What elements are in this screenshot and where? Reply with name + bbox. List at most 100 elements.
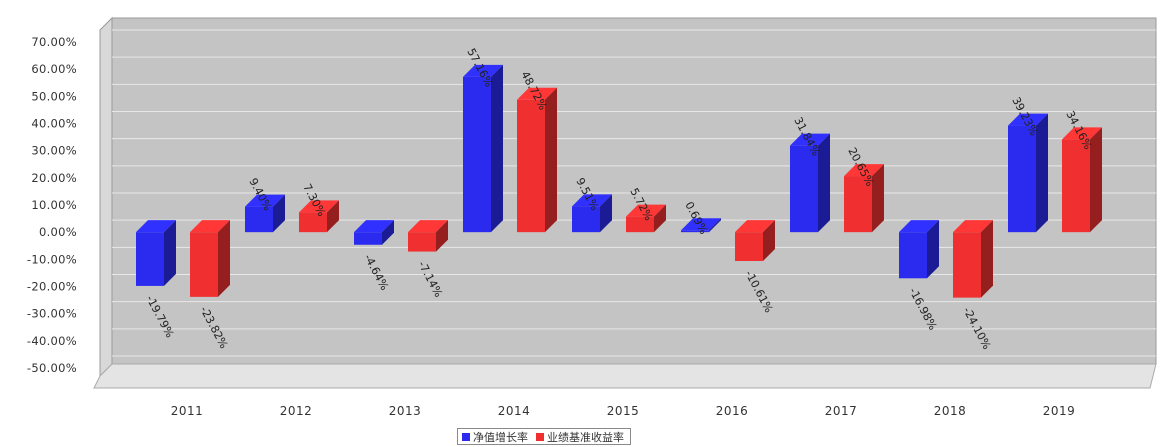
bar-side <box>382 220 394 245</box>
bar <box>626 204 666 233</box>
bar-side <box>709 218 721 233</box>
x-tick-label: 2011 <box>171 404 204 418</box>
bar-side <box>273 194 285 233</box>
bar-front <box>299 212 327 233</box>
plot-background <box>93 16 1157 389</box>
bar-top <box>626 204 666 217</box>
bar-side <box>981 220 993 298</box>
bar-top <box>735 220 775 233</box>
bar-front <box>517 99 545 233</box>
x-tick-label: 2015 <box>607 404 640 418</box>
bar-side <box>436 220 448 252</box>
bar-front <box>190 232 218 297</box>
bar-side <box>327 200 339 233</box>
legend-item-series-2: 业绩基准收益率 <box>536 429 624 445</box>
y-tick-label: 20.00% <box>31 171 77 185</box>
bar <box>790 133 830 233</box>
bar-front <box>245 206 273 233</box>
y-tick-label: -10.00% <box>27 252 77 266</box>
plot-back-wall <box>111 17 1157 365</box>
bar <box>463 64 503 233</box>
bar-top <box>245 194 285 207</box>
legend: 净值增长率 业绩基准收益率 <box>457 428 631 445</box>
x-tick-label: 2012 <box>280 404 313 418</box>
bar <box>299 200 339 233</box>
bar-side <box>1090 127 1102 233</box>
bar-front <box>408 232 436 252</box>
bar-side <box>164 220 176 286</box>
bar <box>190 220 230 297</box>
x-axis-ticks: 2011 2012 2013 2014 2015 2016 2017 2018 2019 <box>171 404 1075 418</box>
bar-front <box>735 232 763 261</box>
bar-top <box>299 200 339 213</box>
bar-front <box>790 145 818 233</box>
y-tick-label: -40.00% <box>27 334 77 348</box>
y-tick-label: 10.00% <box>31 198 77 212</box>
y-tick-label: 30.00% <box>31 144 77 158</box>
bar-top <box>953 220 993 233</box>
bar-top <box>190 220 230 233</box>
bar <box>1008 113 1048 233</box>
bar <box>1062 127 1102 233</box>
bar-side <box>927 220 939 279</box>
bar-side <box>600 194 612 233</box>
bar-side <box>491 64 503 233</box>
plot-floor <box>93 363 1157 389</box>
bar <box>844 164 884 233</box>
y-tick-label: -20.00% <box>27 280 77 294</box>
bar <box>408 220 448 252</box>
bar-side <box>545 87 557 233</box>
bar-top <box>1008 113 1048 126</box>
y-tick-label: 70.00% <box>31 35 77 49</box>
bar-top <box>572 194 612 207</box>
y-tick-label: 0.00% <box>39 225 77 239</box>
y-axis-ticks: 70.00% 60.00% 50.00% 40.00% 30.00% 20.00% 10.0… <box>27 35 77 375</box>
bar-side <box>763 220 775 261</box>
bar-side <box>654 204 666 233</box>
bar <box>681 218 721 233</box>
y-tick-label: -30.00% <box>27 307 77 321</box>
bar-front <box>1008 125 1036 233</box>
bar <box>354 220 394 245</box>
legend-swatch-series-1 <box>462 432 470 441</box>
x-tick-label: 2013 <box>389 404 422 418</box>
bar <box>245 194 285 233</box>
x-tick-label: 2016 <box>716 404 749 418</box>
bar-front <box>1062 139 1090 233</box>
bar <box>572 194 612 233</box>
bar-front <box>953 232 981 298</box>
bar-side <box>818 133 830 233</box>
bar-top <box>844 164 884 177</box>
bar-side <box>1036 113 1048 233</box>
y-tick-label: -50.00% <box>27 361 77 375</box>
legend-label-series-1: 净值增长率 <box>473 430 528 444</box>
bar-front <box>899 232 927 279</box>
bar-top <box>899 220 939 233</box>
bar-top <box>408 220 448 233</box>
plot-side-wall <box>99 16 113 378</box>
bar <box>735 220 775 261</box>
bar-top <box>463 64 503 77</box>
bar <box>899 220 939 279</box>
y-tick-label: 50.00% <box>31 89 77 103</box>
bar-front <box>681 230 709 233</box>
bar <box>136 220 176 286</box>
bar-top <box>517 87 557 100</box>
legend-swatch-series-2 <box>536 432 544 441</box>
bar-front <box>354 232 382 245</box>
y-tick-label: 40.00% <box>31 117 77 131</box>
bar-chart: 70.00% 60.00% 50.00% 40.00% 30.00% 20.00% 10.0… <box>27 16 1157 418</box>
bar-front <box>572 206 600 233</box>
legend-label-series-2: 业绩基准收益率 <box>547 430 624 444</box>
x-tick-label: 2017 <box>825 404 858 418</box>
x-tick-label: 2018 <box>934 404 967 418</box>
legend-item-series-1: 净值增长率 <box>462 429 528 445</box>
bar-top <box>681 218 721 231</box>
y-tick-label: 60.00% <box>31 62 77 76</box>
bar <box>517 87 557 233</box>
bar-front <box>136 232 164 286</box>
bar-front <box>844 176 872 233</box>
bar-top <box>136 220 176 233</box>
bar-side <box>218 220 230 297</box>
x-tick-label: 2014 <box>498 404 531 418</box>
